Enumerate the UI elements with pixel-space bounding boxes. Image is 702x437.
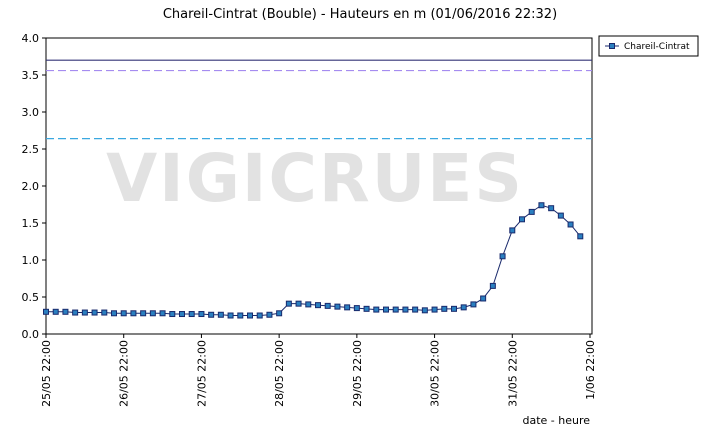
data-point <box>324 302 331 309</box>
chart-title: Chareil-Cintrat (Bouble) - Hauteurs en m… <box>163 7 557 22</box>
data-point <box>159 310 166 317</box>
data-point <box>421 307 428 314</box>
data-point <box>227 312 234 319</box>
x-tick-label: 26/05 22:00 <box>118 340 131 407</box>
data-point <box>353 305 360 312</box>
data-point <box>470 301 477 308</box>
data-point <box>217 311 224 318</box>
data-point <box>266 311 273 318</box>
y-tick-label: 0.0 <box>22 328 40 341</box>
data-point <box>247 312 253 319</box>
y-tick-label: 1.0 <box>22 254 40 267</box>
data-point <box>81 309 88 316</box>
data-point <box>480 295 487 302</box>
data-point <box>557 212 564 219</box>
data-point <box>188 311 195 318</box>
x-tick-label: 30/05 22:00 <box>429 340 442 407</box>
y-tick-label: 0.5 <box>22 291 40 304</box>
data-point <box>169 311 176 318</box>
data-point <box>489 282 496 289</box>
data-point <box>334 303 341 310</box>
data-point <box>179 311 185 318</box>
data-point <box>295 300 302 307</box>
data-point <box>344 304 351 311</box>
data-point <box>383 306 389 313</box>
data-point <box>373 306 380 313</box>
data-point <box>441 305 448 312</box>
data-point <box>72 309 79 316</box>
data-point <box>451 305 457 312</box>
x-tick-label: 28/05 22:00 <box>273 340 286 407</box>
data-point <box>363 305 370 312</box>
y-tick-label: 4.0 <box>22 32 40 45</box>
data-point <box>111 310 117 317</box>
x-tick-label: 31/05 22:00 <box>506 340 519 407</box>
y-tick-label: 3.0 <box>22 106 40 119</box>
data-point <box>91 309 98 316</box>
y-tick-label: 2.5 <box>22 143 40 156</box>
x-tick-label: 25/05 22:00 <box>40 340 53 407</box>
data-point <box>577 233 584 240</box>
data-point <box>198 311 205 318</box>
legend-marker <box>609 43 615 49</box>
data-point <box>149 310 156 317</box>
x-tick-label: 1/06 22:00 <box>584 340 597 400</box>
data-point <box>101 309 108 316</box>
data-point <box>237 312 244 319</box>
data-point <box>392 306 399 313</box>
data-point <box>519 216 525 223</box>
data-point <box>285 300 292 307</box>
data-point <box>528 208 535 215</box>
y-tick-label: 3.5 <box>22 69 40 82</box>
data-point <box>130 310 137 317</box>
data-point <box>567 221 574 228</box>
x-axis-label: date - heure <box>522 414 590 427</box>
data-point <box>460 304 467 311</box>
data-point <box>140 310 147 317</box>
data-point <box>305 301 312 308</box>
data-point <box>276 310 283 317</box>
legend-box <box>598 35 699 57</box>
data-point <box>43 308 49 315</box>
data-point <box>509 227 516 234</box>
series-line <box>46 204 581 316</box>
data-point <box>120 310 127 317</box>
data-point <box>315 302 321 309</box>
data-point <box>548 205 555 212</box>
y-tick-label: 1.5 <box>22 217 40 230</box>
legend-label: Chareil-Cintrat <box>624 42 690 52</box>
y-tick-label: 2.0 <box>22 180 40 193</box>
data-point <box>256 312 263 319</box>
watermark: VIGICRUES <box>106 140 524 217</box>
data-point <box>499 253 506 260</box>
x-tick-label: 27/05 22:00 <box>195 340 208 407</box>
data-point <box>402 306 409 313</box>
data-point <box>208 311 215 318</box>
data-point <box>538 202 545 209</box>
data-point <box>52 308 59 315</box>
data-point <box>62 308 69 315</box>
x-tick-label: 29/05 22:00 <box>351 340 364 407</box>
data-point <box>431 306 438 313</box>
data-point <box>412 306 419 313</box>
